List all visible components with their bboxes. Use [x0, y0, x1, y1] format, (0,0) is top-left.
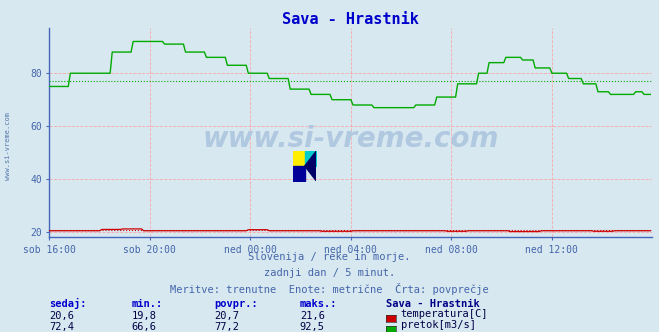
- Text: pretok[m3/s]: pretok[m3/s]: [401, 320, 476, 330]
- Text: www.si-vreme.com: www.si-vreme.com: [5, 112, 11, 180]
- Text: 19,8: 19,8: [132, 311, 157, 321]
- Text: maks.:: maks.:: [300, 299, 337, 309]
- Text: temperatura[C]: temperatura[C]: [401, 309, 488, 319]
- Text: Sava - Hrastnik: Sava - Hrastnik: [386, 299, 479, 309]
- Text: Slovenija / reke in morje.: Slovenija / reke in morje.: [248, 252, 411, 262]
- Text: 21,6: 21,6: [300, 311, 325, 321]
- Text: min.:: min.:: [132, 299, 163, 309]
- Text: sedaj:: sedaj:: [49, 298, 87, 309]
- Title: Sava - Hrastnik: Sava - Hrastnik: [283, 12, 419, 27]
- Text: 92,5: 92,5: [300, 322, 325, 332]
- Text: www.si-vreme.com: www.si-vreme.com: [203, 125, 499, 153]
- Text: 72,4: 72,4: [49, 322, 74, 332]
- Text: 20,7: 20,7: [214, 311, 239, 321]
- Polygon shape: [304, 151, 316, 181]
- Text: zadnji dan / 5 minut.: zadnji dan / 5 minut.: [264, 268, 395, 278]
- Text: povpr.:: povpr.:: [214, 299, 258, 309]
- Text: 66,6: 66,6: [132, 322, 157, 332]
- Text: Meritve: trenutne  Enote: metrične  Črta: povprečje: Meritve: trenutne Enote: metrične Črta: …: [170, 283, 489, 295]
- Text: 20,6: 20,6: [49, 311, 74, 321]
- Text: 77,2: 77,2: [214, 322, 239, 332]
